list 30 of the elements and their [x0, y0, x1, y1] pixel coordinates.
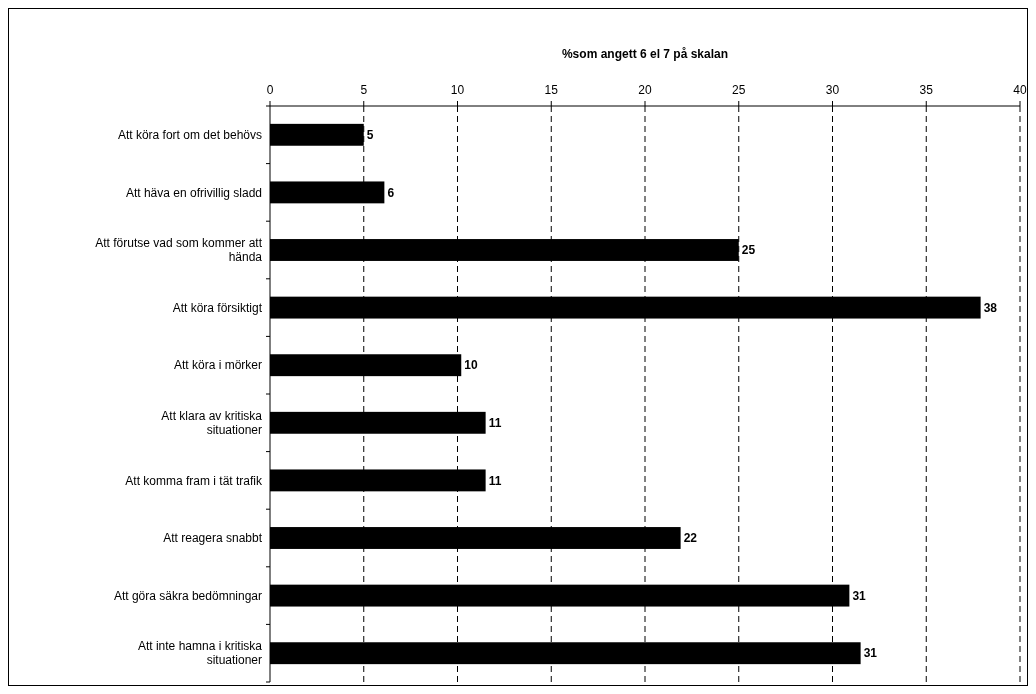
data-label: 22 [683, 531, 698, 546]
y-tick-label: Att häva en ofrivillig sladd [125, 185, 262, 200]
y-tick-label: Att inte hamna i kritiska situationer [137, 639, 263, 668]
data-label: 11 [488, 473, 502, 488]
data-label: 25 [741, 243, 756, 258]
x-axis-title: %som angett 6 el 7 på skalan [561, 47, 729, 61]
x-tick-label: 40 [1013, 83, 1027, 97]
y-tick-label: Att göra säkra bedömningar [113, 588, 262, 603]
y-tick-label: Att reagera snabbt [163, 531, 263, 546]
y-tick-label: Att klara av kritiska situationer [161, 409, 263, 437]
y-tick-label: Att komma fram i tät trafik [125, 473, 263, 488]
x-tick-label: 20 [638, 83, 652, 97]
y-tick-label: Att köra fort om det behövs [117, 128, 262, 142]
y-tick-label: Att köra i mörker [173, 358, 262, 373]
x-tick-label: 0 [266, 83, 274, 97]
x-tick-label: 30 [825, 83, 840, 97]
x-tick-label: 10 [450, 83, 465, 97]
data-label: 31 [863, 646, 878, 661]
x-tick-label: 25 [732, 83, 746, 97]
data-label: 6 [387, 185, 395, 200]
y-tick-label: Att köra försiktigt [172, 300, 263, 315]
data-label: 31 [852, 588, 867, 603]
data-label: 38 [983, 300, 998, 315]
data-label: 11 [488, 416, 502, 430]
data-label: 5 [366, 128, 374, 142]
data-label: 10 [464, 358, 478, 373]
x-tick-label: 15 [544, 83, 559, 97]
x-tick-label: 5 [360, 83, 368, 97]
y-tick-label: Att förutse vad som kommer att hända [95, 236, 263, 265]
x-tick-label: 35 [919, 83, 934, 97]
